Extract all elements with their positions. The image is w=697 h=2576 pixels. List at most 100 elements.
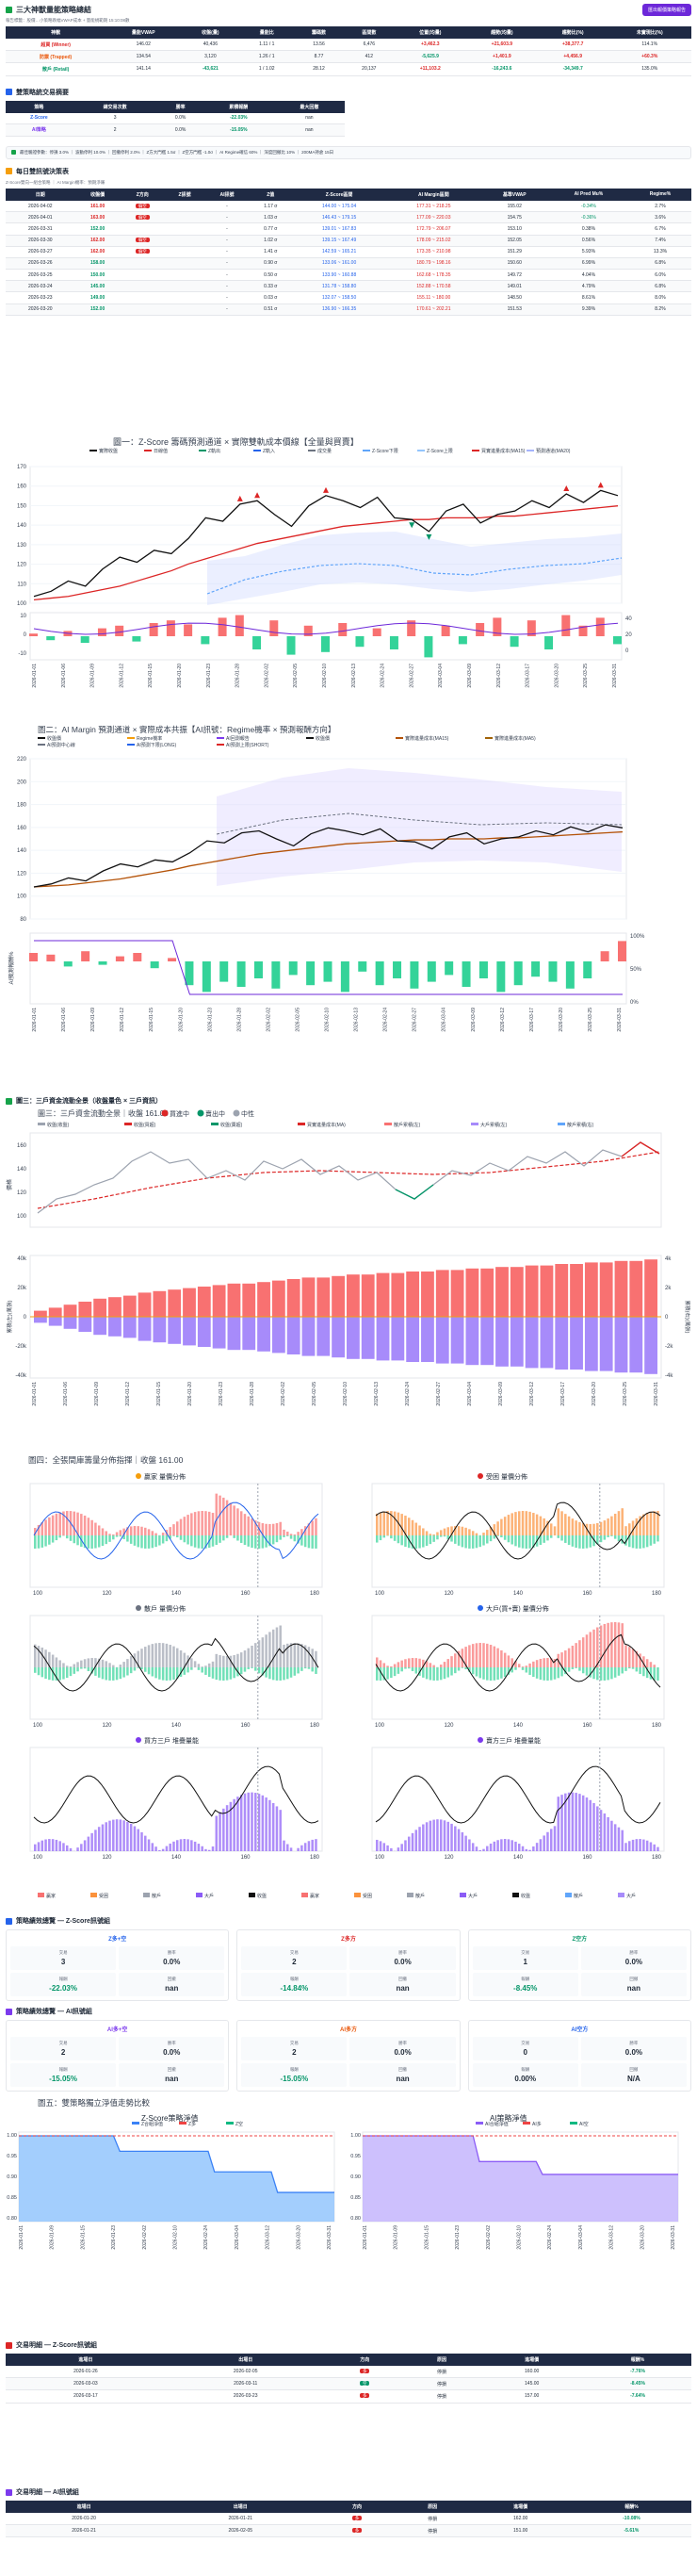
- dist-bar-neg: [90, 1667, 93, 1674]
- dist-bar-pos: [165, 1643, 169, 1667]
- dist-bar-pos: [411, 1519, 414, 1535]
- dist-bar-neg: [628, 1667, 631, 1669]
- legend-label: AI回測報告: [226, 735, 250, 742]
- x-tick-label: 2026-02-27: [413, 1008, 418, 1032]
- dist-bar-pos: [500, 1649, 503, 1667]
- table-cell: 114.1%: [608, 39, 691, 52]
- legend-label: 受困: [363, 1893, 372, 1899]
- x-tick-label: 140: [513, 1855, 524, 1861]
- dist-bar-pos: [543, 1518, 545, 1535]
- legend-swatch: [308, 450, 316, 451]
- table-header-cell: 進場價: [469, 2501, 572, 2513]
- table-cell: 13.3%: [628, 246, 691, 258]
- volume-bar: [441, 625, 450, 636]
- dist-bar-neg: [390, 1667, 393, 1679]
- dist-bar-pos: [532, 1661, 535, 1667]
- dist-bar-pos: [525, 1665, 528, 1667]
- dist-bar-pos: [97, 1525, 101, 1535]
- dist-bar-pos: [219, 1655, 221, 1667]
- dist-bar-neg: [471, 1535, 475, 1549]
- x-tick-label: 2026-02-02: [266, 1008, 271, 1032]
- dist-bar-pos: [297, 1643, 300, 1667]
- dist-bar-pos: [500, 1518, 503, 1535]
- y2r-tick-label: -4k: [665, 1373, 673, 1379]
- dist-bar-pos: [48, 1651, 51, 1667]
- panel-frame: [371, 1615, 665, 1720]
- table-cell: 150.60: [480, 257, 548, 271]
- table-cell: 177.31 ~ 218.25: [386, 200, 481, 213]
- table-row: 防禦 (Trapped) 134.54 3,120 1.26 / 1 8.77 412 -5…: [6, 50, 691, 64]
- table-cell: -15.05%: [203, 123, 274, 137]
- retail-bar: [197, 1287, 211, 1317]
- table-cell: 170.61 ~ 202.21: [386, 304, 481, 316]
- table-cell: [164, 291, 205, 304]
- dist-bar-pos: [397, 1662, 400, 1667]
- kpi-cell: 報酬 -14.84%: [241, 1973, 348, 1996]
- legend-label: 受困: [99, 1893, 108, 1899]
- dist-bar-neg: [126, 1535, 129, 1542]
- dist-bar-pos: [635, 1518, 639, 1535]
- y-tick-label: 110: [17, 582, 26, 587]
- dist-bar-pos: [300, 1644, 303, 1667]
- signal-badge: 偏空: [135, 214, 150, 220]
- ai-return-bar: [393, 961, 402, 978]
- stack-bar: [48, 1839, 51, 1851]
- table-row: 2026-03-17 2026-03-23 多停損 157.00 -7.64%: [6, 2389, 691, 2404]
- panel-icon: [136, 1605, 141, 1611]
- dist-bar-pos: [151, 1531, 154, 1535]
- dist-bar-neg: [48, 1535, 51, 1545]
- dist-bar-pos: [251, 1518, 253, 1535]
- table-cell: 空: [325, 2377, 404, 2391]
- panel-title: 散戶 量價分佈: [144, 1604, 186, 1613]
- dist-bar-neg: [179, 1535, 183, 1540]
- x-tick-label: 2026-03-12: [500, 1008, 506, 1032]
- legend-swatch: [226, 2122, 234, 2125]
- dist-bar-neg: [161, 1535, 165, 1544]
- dist-bar-pos: [283, 1529, 285, 1535]
- dist-bar-neg: [400, 1667, 403, 1672]
- table-header-cell: AI訊號: [204, 188, 250, 201]
- stack-bar: [578, 1794, 581, 1851]
- dist-bar-neg: [69, 1667, 73, 1677]
- dist-bar-pos: [176, 1648, 179, 1667]
- table-cell: 2026-03-26: [6, 257, 75, 271]
- export-report-button[interactable]: 匯出報價策略報告: [641, 4, 691, 16]
- kpi-label: 報酬: [289, 1977, 299, 1981]
- dist-bar-neg: [454, 1535, 457, 1544]
- dist-bar-neg: [564, 1667, 567, 1675]
- table-cell: +60.3%: [608, 50, 691, 64]
- dist-bar-pos: [628, 1523, 631, 1535]
- large-holder-bar: [257, 1317, 270, 1352]
- direction-badge: 多: [351, 2528, 363, 2534]
- table-cell: 停損: [403, 2366, 480, 2379]
- kpi-value: nan: [626, 1984, 641, 1993]
- dist-bar-pos: [603, 1520, 607, 1535]
- x-tick-label: 2026-03-25: [588, 1008, 593, 1032]
- stack-bar: [83, 1840, 87, 1851]
- chart3-title: 圖三：三戶資金流動全景｜收盤 161.00: [38, 1108, 169, 1118]
- dist-bar-pos: [233, 1654, 235, 1667]
- y2-tick-label: 40k: [17, 1256, 27, 1262]
- x-tick-label: 2026-03-04: [578, 2225, 584, 2250]
- x-tick-label: 2026-01-23: [206, 664, 212, 688]
- signals-table: 日期 收盤價 Z方向 Z訊號 AI訊號 Z值 Z-Score區間 AI Margin區間 基準V…: [6, 188, 691, 316]
- dist-bar-neg: [204, 1667, 207, 1675]
- dist-bar-neg: [500, 1667, 503, 1679]
- dist-bar-pos: [649, 1662, 653, 1667]
- stack-bar: [525, 1848, 528, 1851]
- legend-swatch: [217, 744, 224, 746]
- dist-bar-pos: [468, 1529, 471, 1535]
- y-tick-label: 1.00: [7, 2133, 17, 2139]
- dist-bar-neg: [482, 1667, 485, 1680]
- summary-table: 神獸 量能VWAP 收盤(量) 量能比 籌碼數 區間數 位置(均量) 趨勢(均量) 趨勢比(%)…: [6, 26, 691, 76]
- table-cell: 162.00: [74, 246, 121, 258]
- stack-bar: [454, 1826, 457, 1851]
- status-label: 賣出中: [205, 1109, 225, 1118]
- table-cell: [164, 246, 205, 258]
- legend-swatch: [196, 1893, 203, 1897]
- legend-label: 收盤價: [316, 735, 330, 742]
- table-header-cell: 方向: [325, 2354, 404, 2366]
- dist-bar-pos: [503, 1517, 507, 1535]
- dist-bar-neg: [656, 1535, 659, 1542]
- dist-bar-pos: [539, 1658, 543, 1667]
